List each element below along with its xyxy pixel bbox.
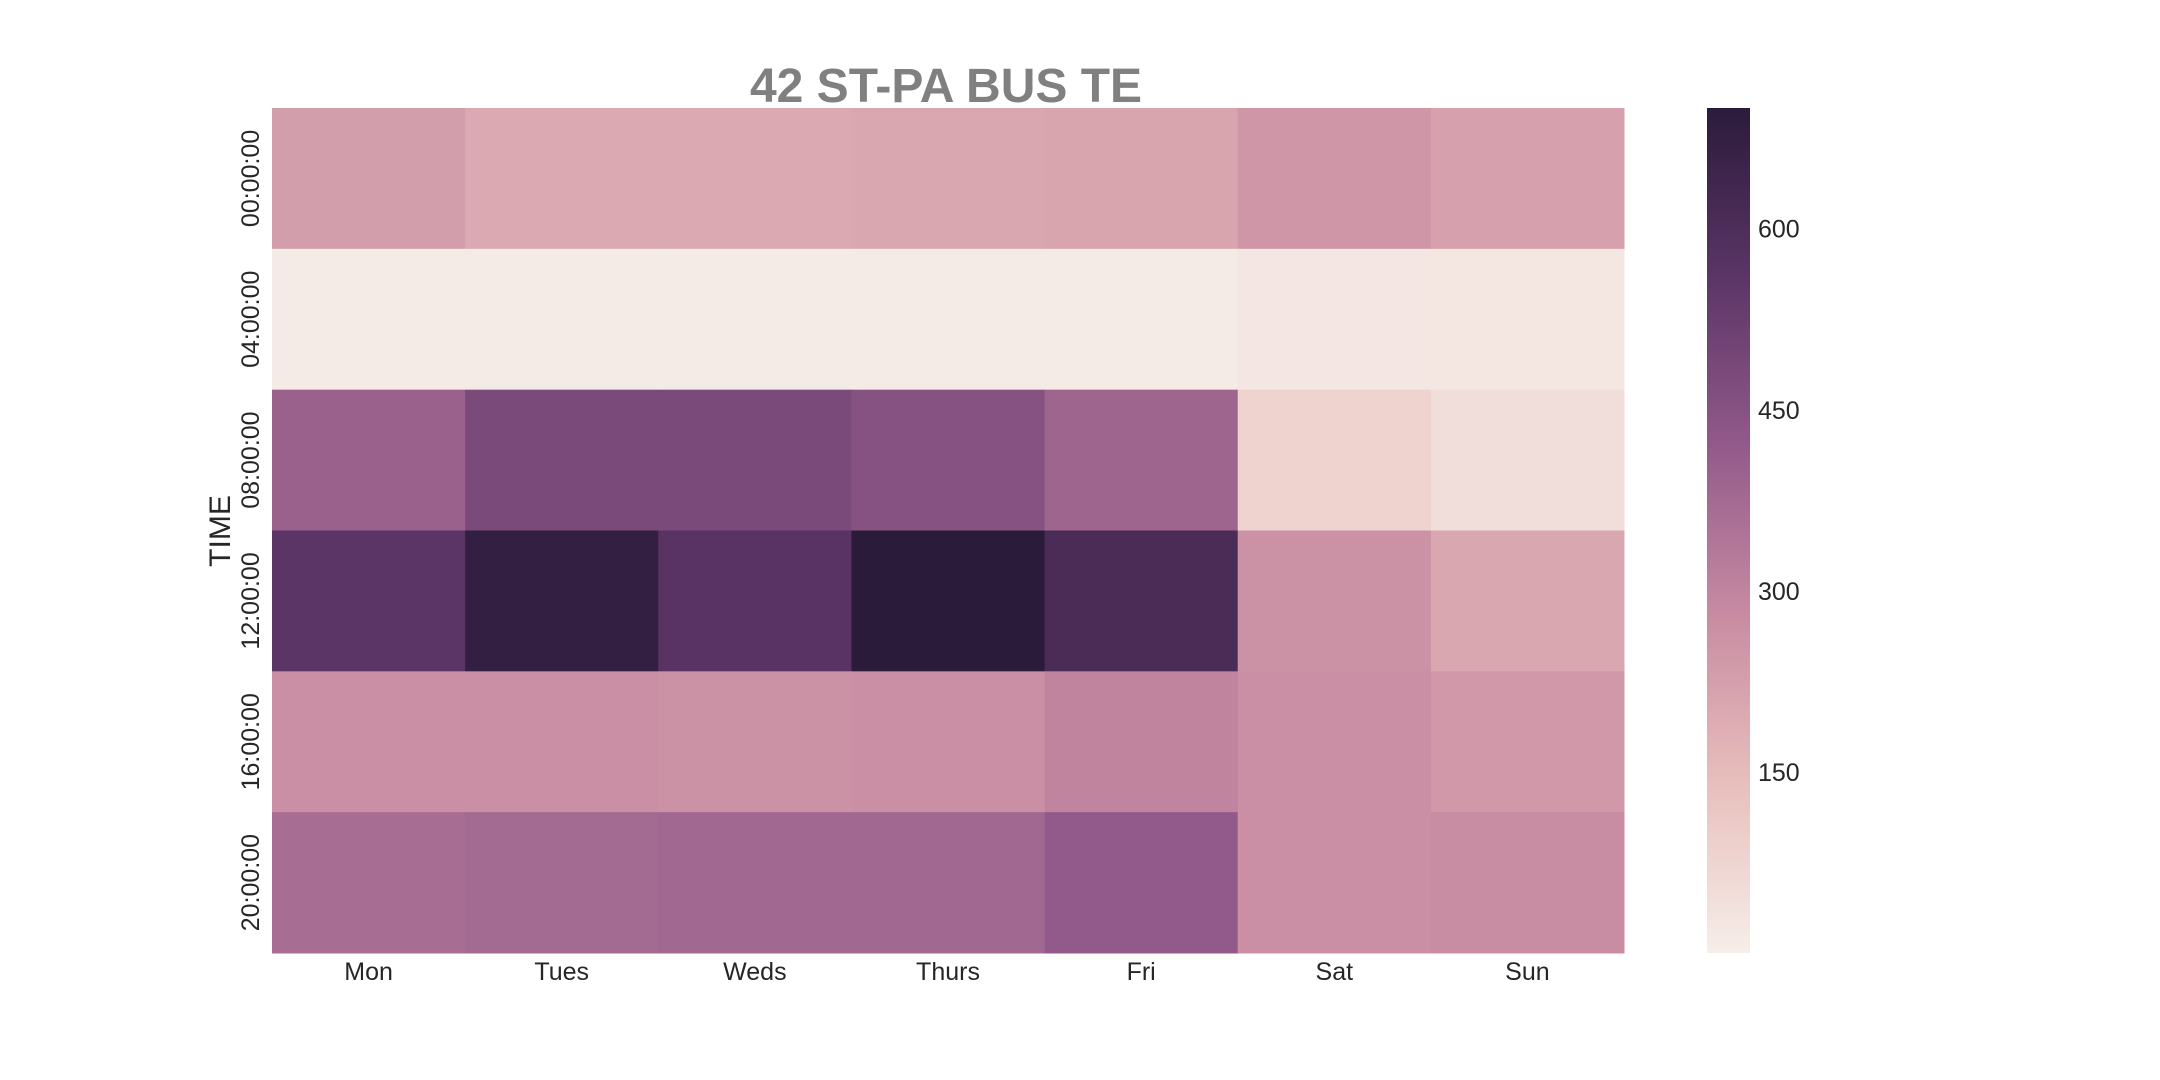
- heatmap-cell: [272, 671, 466, 813]
- heatmap-cell: [1430, 248, 1625, 391]
- heatmap-cell: [1044, 108, 1239, 250]
- x-tick-label: Tues: [534, 958, 589, 986]
- heatmap-cell: [658, 812, 852, 954]
- x-tick-label: Sun: [1505, 958, 1549, 986]
- heatmap-cell: [851, 389, 1046, 531]
- heatmap-cell: [1237, 812, 1432, 954]
- heatmap-cell: [1237, 248, 1432, 391]
- heatmap-cell: [1430, 812, 1625, 954]
- y-tick-label: 20:00:00: [237, 834, 265, 931]
- heatmap-cell: [851, 812, 1046, 954]
- colorbar-tick-label: 150: [1758, 759, 1800, 787]
- heatmap-cell: [851, 108, 1046, 250]
- heatmap-cell: [1237, 108, 1432, 250]
- heatmap-cell: [851, 248, 1046, 391]
- heatmap-cell: [272, 812, 466, 954]
- heatmap-cell: [1237, 671, 1432, 813]
- heatmap-cell: [1430, 108, 1625, 250]
- x-tick-label: Thurs: [916, 958, 980, 986]
- heatmap-cell: [272, 530, 466, 672]
- heatmap-cell: [272, 248, 466, 391]
- colorbar: 150 300 450 600: [1707, 108, 1800, 953]
- heatmap-cell: [1044, 389, 1239, 531]
- y-tick-label: 12:00:00: [237, 552, 265, 649]
- heatmap-cell: [1430, 389, 1625, 531]
- y-tick-labels: 00:00:00 04:00:00 08:00:00 12:00:00 16:00:00…: [237, 130, 265, 931]
- heatmap-cell: [1237, 530, 1432, 672]
- colorbar-tick-label: 600: [1758, 216, 1800, 244]
- y-tick-label: 16:00:00: [237, 693, 265, 790]
- heatmap-cells: [272, 108, 1625, 954]
- heatmap-cell: [272, 389, 466, 531]
- heatmap-cell: [851, 671, 1046, 813]
- colorbar-tick-labels: 150 300 450 600: [1758, 216, 1800, 787]
- heatmap-cell: [465, 530, 659, 672]
- colorbar-gradient: [1707, 108, 1750, 953]
- heatmap-cell: [1237, 389, 1432, 531]
- heatmap-cell: [465, 812, 659, 954]
- heatmap-cell: [1430, 530, 1625, 672]
- x-tick-label: Sat: [1316, 958, 1354, 986]
- heatmap-cell: [465, 389, 659, 531]
- heatmap-cell: [851, 530, 1046, 672]
- heatmap-cell: [272, 108, 466, 250]
- heatmap-cell: [465, 108, 659, 250]
- heatmap-cell: [658, 389, 852, 531]
- heatmap-cell: [658, 671, 852, 813]
- heatmap-cell: [658, 248, 852, 391]
- heatmap-cell: [1044, 812, 1239, 954]
- x-tick-label: Mon: [344, 958, 393, 986]
- heatmap-cell: [1044, 671, 1239, 813]
- heatmap-cell: [658, 530, 852, 672]
- y-tick-label: 04:00:00: [237, 271, 265, 368]
- heatmap-cell: [465, 671, 659, 813]
- heatmap-cell: [1430, 671, 1625, 813]
- heatmap-cell: [658, 108, 852, 250]
- y-tick-label: 00:00:00: [237, 130, 265, 227]
- y-axis-label: TIME: [204, 495, 237, 567]
- x-tick-label: Fri: [1127, 958, 1156, 986]
- heatmap-cell: [1044, 530, 1239, 672]
- colorbar-tick-label: 300: [1758, 578, 1800, 606]
- x-tick-label: Weds: [723, 958, 786, 986]
- heatmap-cell: [1044, 248, 1239, 391]
- y-tick-label: 08:00:00: [237, 411, 265, 508]
- heatmap-cell: [465, 248, 659, 391]
- x-tick-labels: Mon Tues Weds Thurs Fri Sat Sun: [344, 958, 1549, 986]
- chart-title: 42 ST-PA BUS TE: [750, 60, 1142, 113]
- colorbar-tick-label: 450: [1758, 397, 1800, 425]
